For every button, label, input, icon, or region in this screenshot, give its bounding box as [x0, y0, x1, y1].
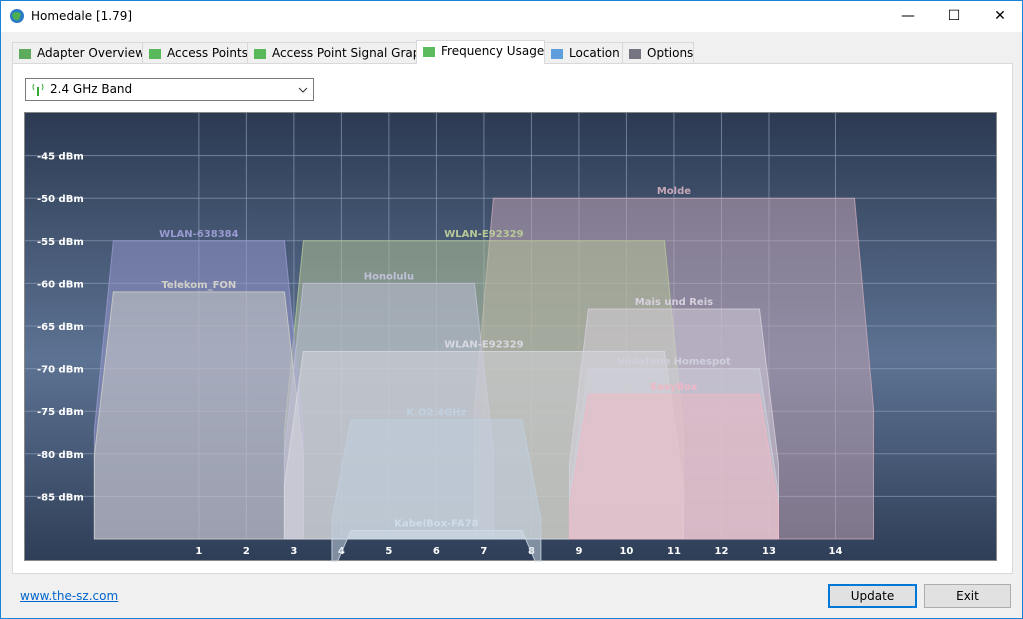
x-tick-label: 10 — [619, 546, 633, 557]
tab-icon — [551, 49, 563, 59]
tab[interactable]: Access Point Signal Graph — [247, 42, 428, 63]
x-tick-label: 9 — [575, 546, 582, 557]
network-label: WLAN-638384 — [159, 229, 238, 240]
network-label: Vodafone Homespot — [617, 357, 731, 368]
network-signal — [568, 393, 779, 540]
y-tick-label: -70 dBm — [37, 365, 84, 376]
maximize-button[interactable]: ☐ — [947, 8, 961, 24]
tab[interactable]: Options — [622, 42, 694, 63]
network-label: KabelBox-FA78 — [394, 518, 478, 529]
y-tick-label: -60 dBm — [37, 279, 84, 290]
x-tick-label: 5 — [385, 546, 392, 557]
tab-label: Access Point Signal Graph — [272, 46, 428, 60]
network-label: Telekom_FON — [161, 280, 236, 291]
x-tick-label: 6 — [433, 546, 440, 557]
network-label: Mais und Reis — [635, 297, 713, 308]
network-signal — [93, 291, 304, 540]
y-tick-label: -85 dBm — [37, 492, 84, 503]
y-tick-label: -75 dBm — [37, 407, 84, 418]
app-icon — [10, 9, 24, 23]
minimize-button[interactable]: — — [901, 8, 915, 24]
x-tick-label: 13 — [762, 546, 776, 557]
tab-icon — [423, 47, 435, 57]
title-bar: Homedale [1.79] — ☐ ✕ — [1, 1, 1022, 32]
y-tick-label: -55 dBm — [37, 237, 84, 248]
tab[interactable]: Frequency Usage — [416, 40, 545, 64]
x-tick-label: 2 — [243, 546, 250, 557]
close-button[interactable]: ✕ — [994, 8, 1006, 24]
tab-label: Access Points — [167, 46, 248, 60]
tab-icon — [254, 49, 266, 59]
network-label: Honolulu — [364, 271, 414, 282]
x-tick-label: 7 — [480, 546, 487, 557]
chart: -45 dBm -50 dBm -55 dBm -60 dBm -65 dBm -70 d… — [24, 112, 997, 562]
y-tick-label: -65 dBm — [37, 322, 84, 333]
y-tick-label: -45 dBm — [37, 152, 84, 163]
network-label: WLAN-E92329 — [444, 229, 523, 240]
tab-label: Location — [569, 46, 620, 60]
x-tick-label: 1 — [195, 546, 202, 557]
x-tick-label: 14 — [829, 546, 843, 557]
network-label: EasyBox — [650, 382, 698, 393]
tab[interactable]: Adapter Overview — [12, 42, 145, 63]
x-tick-label: 3 — [290, 546, 297, 557]
website-link[interactable]: www.the-sz.com — [20, 589, 119, 603]
exit-button[interactable]: Exit — [924, 584, 1011, 608]
tab[interactable]: Access Points — [142, 42, 248, 63]
tab-icon — [19, 49, 31, 59]
tab-label: Adapter Overview — [37, 46, 145, 60]
window-title: Homedale [1.79] — [31, 9, 133, 23]
antenna-icon — [32, 83, 44, 96]
band-dropdown[interactable]: 2.4 GHz Band — [25, 78, 314, 101]
tab[interactable]: Location — [544, 42, 623, 63]
x-tick-label: 11 — [667, 546, 681, 557]
tab-label: Frequency Usage — [441, 44, 545, 58]
y-tick-label: -80 dBm — [37, 450, 84, 461]
y-tick-label: -50 dBm — [37, 194, 84, 205]
x-tick-label: 12 — [714, 546, 728, 557]
update-button[interactable]: Update — [828, 584, 917, 608]
network-label: WLAN-E92329 — [444, 340, 523, 351]
tab-icon — [629, 49, 641, 59]
network-label: K.O2.4GHz — [406, 408, 466, 419]
dropdown-value: 2.4 GHz Band — [50, 82, 133, 96]
tab-label: Options — [647, 46, 694, 60]
tab-panel: 2.4 GHz Band -45 dBm -50 dBm -55 dBm -60 dB… — [12, 63, 1013, 574]
tab-icon — [149, 49, 161, 59]
network-label: Molde — [657, 186, 691, 197]
network-signal — [331, 529, 542, 562]
dropdown-arrow — [298, 87, 308, 93]
